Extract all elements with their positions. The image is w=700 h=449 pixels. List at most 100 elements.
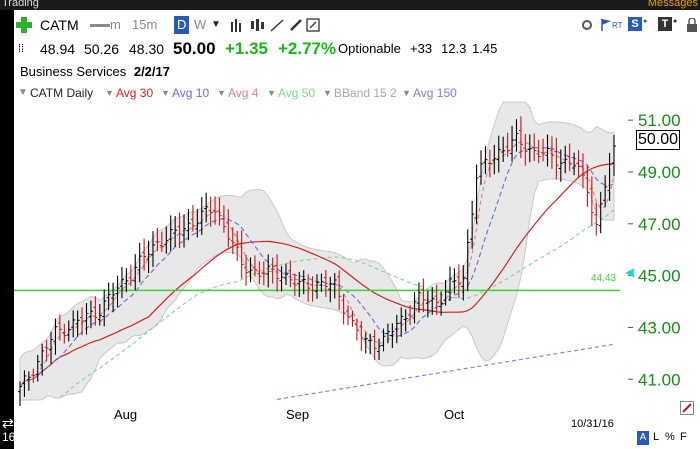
- interval-d[interactable]: D: [174, 16, 190, 34]
- legend-avg10[interactable]: Avg 10: [172, 86, 210, 100]
- s-badge[interactable]: S: [628, 17, 642, 31]
- ohlc-bar: [235, 230, 240, 261]
- ohlc-bar: [18, 381, 22, 406]
- t-badge-arrow: ●: [673, 18, 678, 25]
- interval-15m[interactable]: 15m: [132, 17, 158, 32]
- pencil-icon[interactable]: [289, 18, 303, 32]
- ohlc-bar: [408, 305, 413, 325]
- bar-chart-icon[interactable]: [230, 19, 244, 32]
- ohlc-bar: [527, 134, 532, 163]
- legend-arrow-icon[interactable]: ▼: [105, 88, 114, 98]
- legend-arrow-icon[interactable]: ▼: [267, 88, 276, 98]
- ohlc-bar: [26, 371, 31, 391]
- ohlc-bar: [270, 257, 275, 284]
- ohlc-bar: [403, 309, 408, 332]
- rt-badge[interactable]: RT: [612, 21, 623, 30]
- month-label-sep: Sep: [286, 407, 310, 422]
- ohlc-bar: [323, 269, 328, 297]
- interval-m[interactable]: m: [110, 17, 121, 32]
- ohlc-bar: [447, 266, 452, 301]
- ohlc-bar: [501, 136, 506, 162]
- ohlc-bar: [159, 231, 164, 252]
- note-icon[interactable]: [306, 18, 320, 32]
- ohlc-bar: [142, 238, 147, 271]
- ohlc-bar: [75, 310, 80, 337]
- quote-change: +1.35: [225, 39, 269, 58]
- price-chart[interactable]: 41.00 43.00 45.00 47.00 49.00 51.00: [14, 10, 700, 449]
- ohlc-bar: [359, 321, 364, 351]
- settings-icon[interactable]: [580, 19, 594, 32]
- scale-button-a[interactable]: A: [637, 431, 649, 445]
- legend-avg150[interactable]: Avg 150: [413, 86, 457, 100]
- candlestick-icon[interactable]: [250, 19, 264, 32]
- current-price-box: 50.00: [636, 130, 680, 150]
- ohlc-bar: [93, 296, 98, 326]
- ohlc-bar: [297, 271, 302, 297]
- legend-arrow-icon[interactable]: ▼: [323, 88, 332, 98]
- ohlc-bar: [461, 265, 466, 301]
- ohlc-bar: [554, 137, 559, 180]
- scale-button-pct[interactable]: %: [665, 431, 675, 443]
- legend-arrow-icon[interactable]: ▼: [161, 88, 170, 98]
- legend-avg30[interactable]: Avg 30: [116, 86, 154, 100]
- end-date-label: 10/31/16: [571, 418, 614, 430]
- price-tick-label: 51.00: [638, 111, 681, 130]
- legend-symbol[interactable]: CATM Daily: [30, 86, 94, 100]
- ohlc-bar: [239, 230, 244, 279]
- quote-dots-icon[interactable]: ⁞⁞: [18, 43, 25, 55]
- sector-line: Business Services 2/2/17: [20, 64, 170, 79]
- ohlc-bar: [288, 260, 293, 288]
- symbol-field[interactable]: CATM: [40, 17, 79, 33]
- ohlc-bar: [580, 153, 585, 189]
- ohlc-bars: [18, 116, 616, 406]
- ohlc-bar: [541, 138, 546, 162]
- left-year-label: 16: [2, 430, 16, 444]
- ohlc-bar: [266, 254, 271, 288]
- quote-low: 48.30: [129, 41, 165, 57]
- rating-value: +33: [410, 41, 433, 56]
- ohlc-bar: [261, 261, 266, 286]
- ohlc-bar: [328, 276, 333, 303]
- messages-tab[interactable]: Messages: [647, 0, 698, 9]
- ohlc-bar: [155, 227, 160, 251]
- ohlc-bar: [275, 254, 280, 292]
- legend-arrow-icon[interactable]: ▼: [18, 87, 28, 98]
- avg30-line: [19, 162, 615, 387]
- layout-icon[interactable]: ▬▬: [90, 19, 110, 30]
- ohlc-bar: [221, 205, 226, 233]
- scale-button-l[interactable]: L: [653, 431, 660, 443]
- ohlc-bar: [257, 261, 262, 285]
- t-badge[interactable]: T: [658, 17, 672, 31]
- ohlc-bar: [381, 328, 386, 352]
- legend-bband[interactable]: BBand 15 2: [334, 86, 397, 100]
- ohlc-bar: [421, 278, 426, 313]
- ohlc-bar: [146, 240, 151, 274]
- ohlc-bar: [390, 323, 395, 349]
- interval-dropdown-icon[interactable]: ▼: [211, 19, 221, 30]
- ohlc-bar: [487, 149, 492, 178]
- add-symbol-icon[interactable]: [16, 17, 32, 33]
- price-tick-label: 49.00: [638, 163, 681, 182]
- ohlc-bar: [598, 191, 603, 234]
- draw-line-icon[interactable]: [270, 19, 284, 32]
- legend-arrow-icon[interactable]: ▼: [402, 88, 411, 98]
- refresh-icon[interactable]: ⇄: [2, 415, 14, 431]
- ohlc-bar: [394, 314, 399, 344]
- ohlc-bar: [425, 290, 430, 318]
- edit-drawing-icon[interactable]: [680, 401, 694, 415]
- flag-icon[interactable]: [600, 18, 612, 32]
- ohlc-bar: [137, 242, 142, 283]
- ohlc-bar: [505, 132, 510, 157]
- ohlc-bar: [612, 134, 616, 177]
- ohlc-bar: [523, 133, 528, 166]
- legend-avg4[interactable]: Avg 4: [228, 86, 259, 100]
- legend-arrow-icon[interactable]: ▼: [217, 88, 226, 98]
- ohlc-bar: [346, 305, 351, 325]
- ohlc-bar: [567, 143, 572, 172]
- ohlc-bar: [576, 150, 581, 178]
- lock-icon[interactable]: [686, 18, 698, 32]
- interval-w[interactable]: W: [194, 17, 207, 32]
- ohlc-bar: [22, 370, 27, 398]
- scale-button-f[interactable]: F: [680, 431, 687, 443]
- legend-avg50[interactable]: Avg 50: [278, 86, 316, 100]
